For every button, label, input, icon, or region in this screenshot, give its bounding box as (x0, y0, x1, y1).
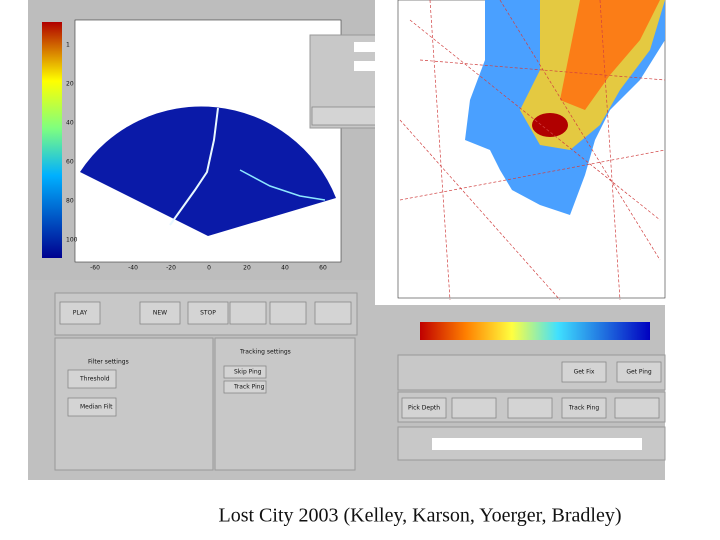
x-tick-label: 40 (281, 265, 289, 272)
button[interactable] (314, 301, 352, 325)
input[interactable] (354, 42, 376, 52)
colorbar-tick-label: 100 (66, 237, 78, 244)
button[interactable] (59, 301, 101, 325)
button[interactable] (561, 361, 607, 383)
option-label: Track Ping (233, 384, 265, 391)
bathymetry (532, 113, 568, 137)
panel-title: Tracking settings (239, 349, 291, 356)
option-label: Threshold (79, 376, 110, 383)
x-tick-label: -20 (166, 265, 176, 272)
button[interactable] (614, 397, 660, 419)
option-label: Skip Ping (234, 369, 262, 376)
button-label: Get Fix (574, 369, 595, 376)
colorbar-tick-label: 60 (66, 159, 74, 166)
toggle[interactable] (223, 365, 267, 379)
button[interactable] (269, 301, 307, 325)
button[interactable] (561, 397, 607, 419)
colorbar-tick-label: 80 (66, 198, 74, 205)
button-label: Get Ping (626, 369, 652, 376)
toggle[interactable] (223, 380, 267, 394)
depth-colorbar (420, 322, 650, 340)
caption: Lost City 2003 (Kelley, Karson, Yoerger,… (218, 505, 621, 527)
status-field (432, 438, 642, 450)
x-tick-label: 0 (207, 265, 211, 272)
button[interactable] (507, 397, 553, 419)
toggle[interactable] (67, 369, 117, 389)
input[interactable] (354, 61, 376, 71)
x-tick-label: -40 (128, 265, 138, 272)
tracking-panel (214, 337, 356, 471)
option-label: Median Filt (80, 404, 113, 411)
colorbar (42, 22, 62, 258)
track-lines (399, 0, 666, 301)
toggle[interactable] (67, 397, 117, 417)
button[interactable] (451, 397, 497, 419)
button-label: Track Ping (568, 405, 600, 412)
x-tick-label: 60 (319, 265, 327, 272)
button-label: STOP (200, 310, 216, 317)
bathymetry (560, 0, 660, 110)
button-label: PLAY (73, 310, 88, 317)
panel-title: Filter settings (88, 359, 129, 366)
sonar-return (169, 107, 219, 226)
button[interactable] (229, 301, 267, 325)
button[interactable] (401, 397, 447, 419)
sonar-return (239, 169, 326, 201)
x-tick-label: 20 (243, 265, 251, 272)
colorbar-tick-label: 20 (66, 81, 74, 88)
button[interactable] (187, 301, 229, 325)
colorbar-tick-label: 40 (66, 120, 74, 127)
button[interactable] (616, 361, 662, 383)
button-label: Pick Depth (408, 405, 440, 412)
button-label: NEW (153, 310, 167, 317)
x-tick-label: -60 (90, 265, 100, 272)
button[interactable] (139, 301, 181, 325)
colorbar-tick-label: 1 (66, 42, 70, 49)
